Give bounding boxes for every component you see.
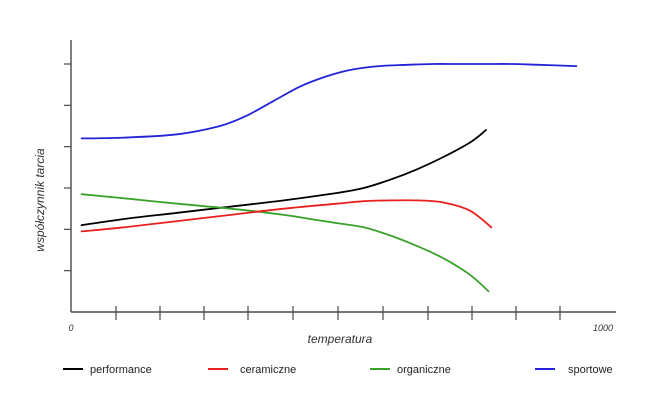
y-ticks: [64, 63, 71, 272]
x-ticks: [115, 306, 561, 320]
x-tick-label-1000: 1000: [593, 323, 613, 333]
series-line-sportowe: [80, 63, 578, 140]
series-lines: [80, 63, 578, 293]
legend-label-organiczne: organiczne: [397, 364, 451, 376]
legend: performance ceramiczne organiczne sporto…: [63, 364, 613, 376]
x-tick-label-0: 0: [68, 323, 73, 333]
series-line-organiczne: [80, 193, 490, 293]
x-axis-label: temperatura: [308, 332, 373, 346]
legend-label-ceramiczne: ceramiczne: [240, 364, 296, 376]
legend-label-performance: performance: [90, 364, 152, 376]
legend-label-sportowe: sportowe: [568, 364, 613, 376]
axes: [64, 40, 616, 320]
series-line-performance: [80, 129, 487, 227]
y-axis-label: współczynnik tarcia: [33, 148, 47, 252]
series-line-ceramiczne: [80, 199, 493, 233]
